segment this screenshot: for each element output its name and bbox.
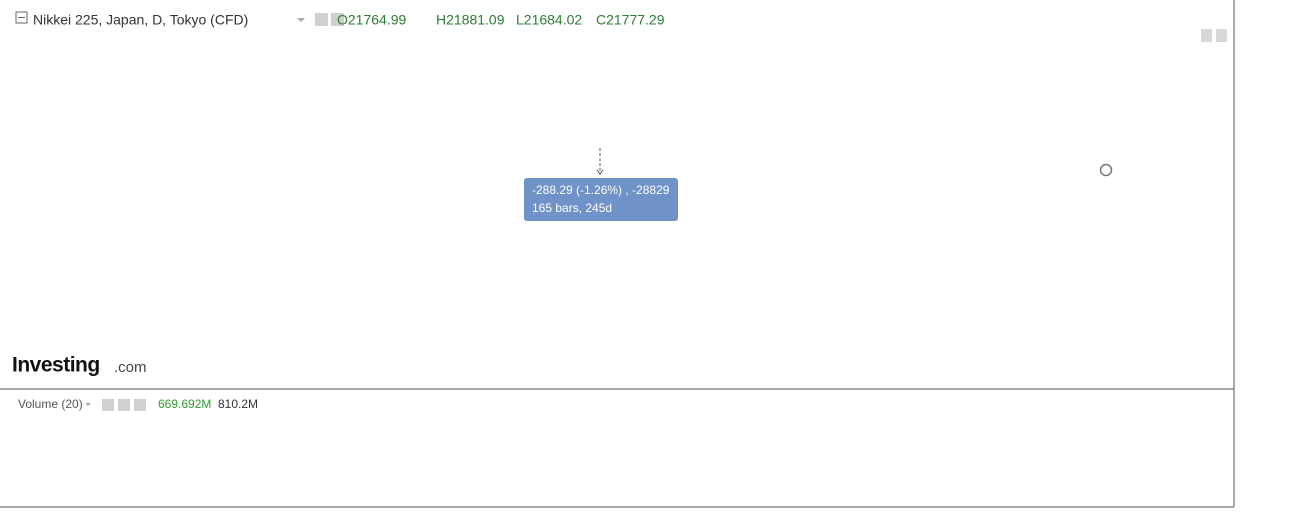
dropdown-arrow[interactable]	[85, 403, 91, 406]
open-readout: O21764.99	[337, 12, 406, 28]
high-readout: H21881.09	[436, 12, 505, 28]
volume-ma-value: 810.2M	[218, 397, 258, 411]
scale-button[interactable]	[1216, 29, 1227, 42]
gear-button[interactable]	[118, 399, 130, 411]
tooltip-line: -288.29 (-1.26%) , -28829	[532, 183, 670, 197]
volume-value: 669.692M	[158, 397, 211, 411]
volume-legend: Volume (20)	[18, 397, 83, 411]
watermark-suffix: .com	[114, 359, 147, 376]
collapse-icon[interactable]	[15, 11, 28, 24]
tooltip-line: 165 bars, 245d	[532, 201, 612, 215]
scale-button[interactable]	[1201, 29, 1212, 42]
dropdown-arrow[interactable]	[297, 18, 305, 22]
close-readout: C21777.29	[596, 12, 665, 28]
tooltip-box	[524, 178, 678, 221]
settings-button[interactable]	[102, 399, 114, 411]
low-readout: L21684.02	[516, 12, 582, 28]
measure-arrow	[596, 169, 604, 175]
watermark-brand: Investing	[12, 354, 100, 377]
close-button[interactable]	[134, 399, 146, 411]
chart-title: Nikkei 225, Japan, D, Tokyo (CFD)	[33, 12, 248, 28]
gear-button[interactable]	[331, 13, 344, 26]
settings-button[interactable]	[315, 13, 328, 26]
cursor-circle	[1099, 163, 1113, 177]
